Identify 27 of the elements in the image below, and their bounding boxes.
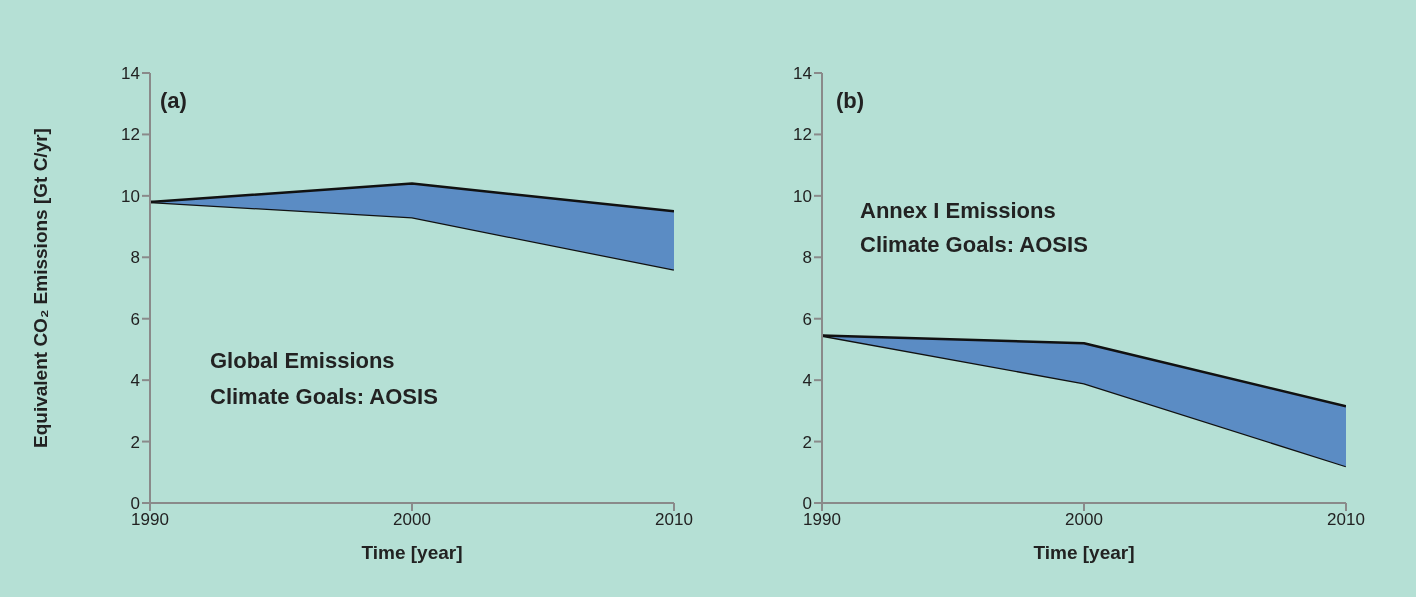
- y-tick-label: 14: [121, 64, 140, 84]
- y-tick-label: 12: [121, 125, 140, 145]
- y-tick-label: 8: [802, 248, 812, 268]
- y-tick-label: 2: [130, 432, 140, 452]
- x-tick-label: 2000: [393, 510, 431, 530]
- y-tick-label: 8: [130, 248, 140, 268]
- x-axis-title: Time [year]: [1033, 542, 1135, 563]
- x-tick-label: 2010: [1327, 510, 1365, 530]
- y-tick-label: 12: [793, 125, 812, 145]
- y-tick-label: 10: [793, 186, 812, 206]
- y-axis-title: Equivalent CO₂ Emissions [Gt C/yr]: [29, 128, 51, 448]
- x-tick-label: 2000: [1065, 510, 1103, 530]
- y-tick-label: 14: [793, 64, 812, 84]
- annotation: Annex I Emissions: [860, 198, 1056, 224]
- y-tick-label: 6: [130, 309, 140, 329]
- y-tick-label: 2: [802, 432, 812, 452]
- y-tick-label: 10: [121, 186, 140, 206]
- y-tick-label: 4: [802, 371, 812, 391]
- annotation: Global Emissions: [210, 348, 395, 374]
- annotation: (b): [836, 88, 865, 114]
- annotation: Climate Goals: AOSIS: [860, 232, 1088, 258]
- x-axis-title: Time [year]: [361, 542, 463, 563]
- y-tick-label: 6: [802, 309, 812, 329]
- annotation: (a): [160, 88, 187, 114]
- x-tick-label: 2010: [655, 510, 693, 530]
- annotation: Climate Goals: AOSIS: [210, 384, 438, 410]
- y-tick-label: 4: [130, 371, 140, 391]
